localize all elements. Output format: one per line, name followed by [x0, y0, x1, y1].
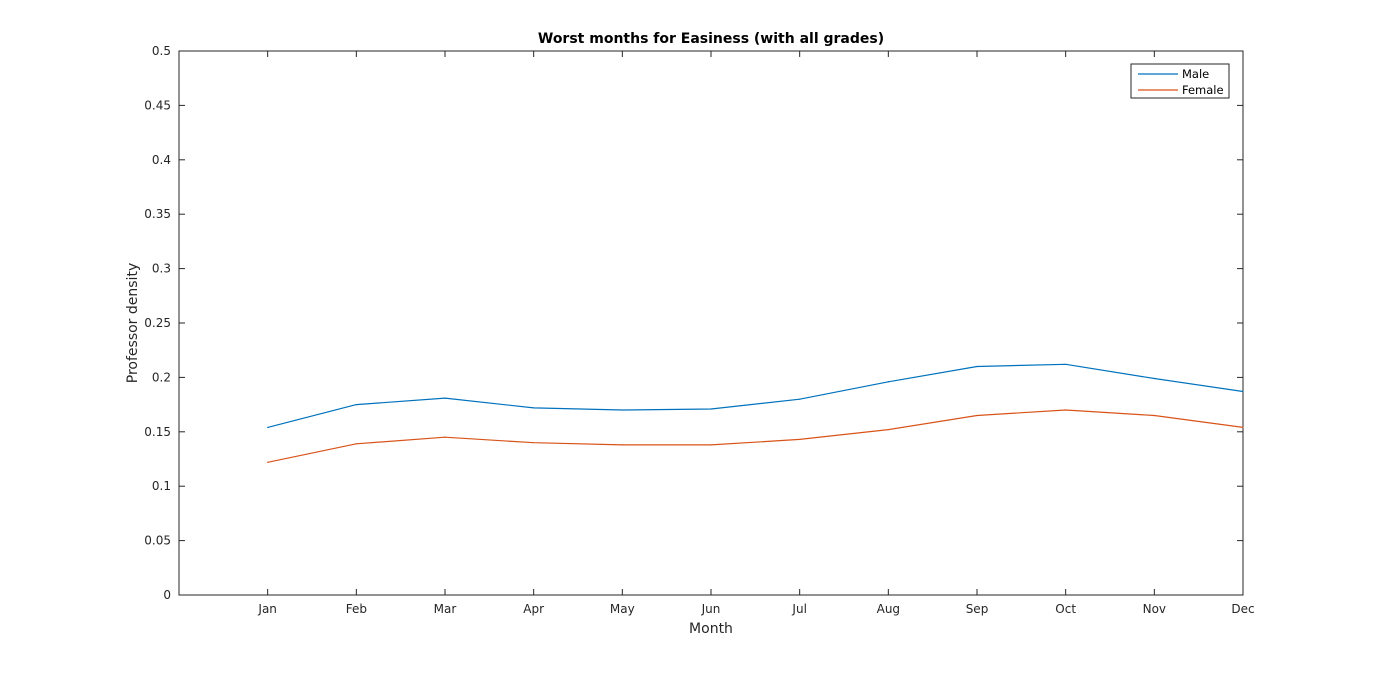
- y-tick-label: 0.25: [144, 316, 171, 330]
- data-point-male: [976, 365, 978, 368]
- data-point-female: [976, 414, 978, 417]
- data-point-male: [799, 398, 801, 400]
- y-tick-label: 0.2: [152, 370, 171, 384]
- y-tick-label: 0.5: [152, 44, 171, 58]
- x-tick-label: Aug: [877, 602, 900, 616]
- data-point-male: [887, 381, 889, 383]
- y-tick-label: 0.15: [144, 425, 171, 439]
- x-tick-label: May: [610, 602, 635, 616]
- x-tick-label: Mar: [434, 602, 457, 616]
- y-tick-label: 0.35: [144, 207, 171, 221]
- data-point-male: [710, 408, 712, 410]
- data-point-male: [533, 407, 535, 409]
- data-point-male: [1242, 390, 1244, 393]
- plot-area: [178, 50, 1244, 596]
- x-tick-label: Jul: [791, 602, 806, 616]
- x-tick-label: Feb: [346, 602, 367, 616]
- series-line-female: [267, 409, 1244, 463]
- x-axis: Jan Feb Mar Apr May Jun Jul Aug Sep Oct Nov Dec: [257, 51, 1255, 616]
- data-point-male: [1065, 363, 1067, 365]
- data-point-female: [621, 444, 623, 446]
- y-tick-label: 0.05: [144, 534, 171, 548]
- series-line-male: [267, 363, 1244, 428]
- data-point-male: [267, 426, 269, 429]
- chart-title: Worst months for Easiness (with all grad…: [538, 31, 884, 47]
- legend-label-female: Female: [1182, 83, 1224, 97]
- data-point-female: [533, 442, 535, 444]
- data-point-female: [1065, 409, 1067, 411]
- x-tick-label: Jan: [257, 602, 277, 616]
- data-point-male: [1153, 377, 1155, 380]
- data-point-female: [887, 429, 889, 431]
- data-point-female: [710, 444, 712, 446]
- legend-box: [1130, 63, 1230, 99]
- y-tick-label: 0: [163, 588, 171, 602]
- data-point-male: [444, 397, 446, 399]
- x-tick-label: Oct: [1055, 602, 1076, 616]
- data-point-female: [444, 436, 446, 438]
- legend-label-male: Male: [1182, 67, 1209, 81]
- y-axis: 0 0.05 0.1 0.15 0.2 0.25 0.3 0.35 0.4 0.45 0.5: [144, 44, 1243, 602]
- legend: Male Female: [1130, 63, 1230, 99]
- y-tick-label: 0.45: [144, 98, 171, 112]
- data-point-female: [355, 443, 357, 445]
- y-tick-label: 0.1: [152, 479, 171, 493]
- data-point-male: [355, 404, 357, 406]
- data-point-female: [1153, 414, 1155, 417]
- data-point-female: [1242, 426, 1244, 429]
- x-tick-label: Sep: [966, 602, 989, 616]
- y-tick-label: 0.3: [152, 262, 171, 276]
- y-tick-label: 0.4: [152, 153, 171, 167]
- y-axis-label: Professor density: [125, 263, 141, 383]
- x-tick-label: Jun: [701, 602, 721, 616]
- x-tick-label: Nov: [1143, 602, 1166, 616]
- x-tick-label: Apr: [523, 602, 544, 616]
- series-lines: [267, 363, 1244, 463]
- data-point-female: [267, 461, 269, 463]
- data-point-male: [621, 409, 623, 411]
- data-point-female: [799, 438, 801, 441]
- x-tick-label: Dec: [1231, 602, 1254, 616]
- x-axis-label: Month: [689, 621, 733, 637]
